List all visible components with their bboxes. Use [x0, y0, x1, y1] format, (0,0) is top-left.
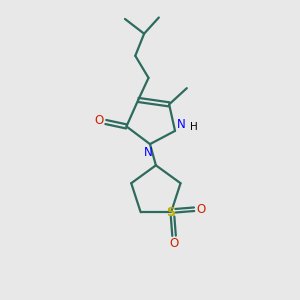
Text: N: N — [144, 146, 153, 159]
Text: O: O — [169, 238, 179, 250]
Text: O: O — [95, 114, 104, 127]
Text: N: N — [177, 118, 186, 131]
Text: S: S — [167, 206, 176, 219]
Text: H: H — [190, 122, 198, 132]
Text: O: O — [197, 203, 206, 216]
